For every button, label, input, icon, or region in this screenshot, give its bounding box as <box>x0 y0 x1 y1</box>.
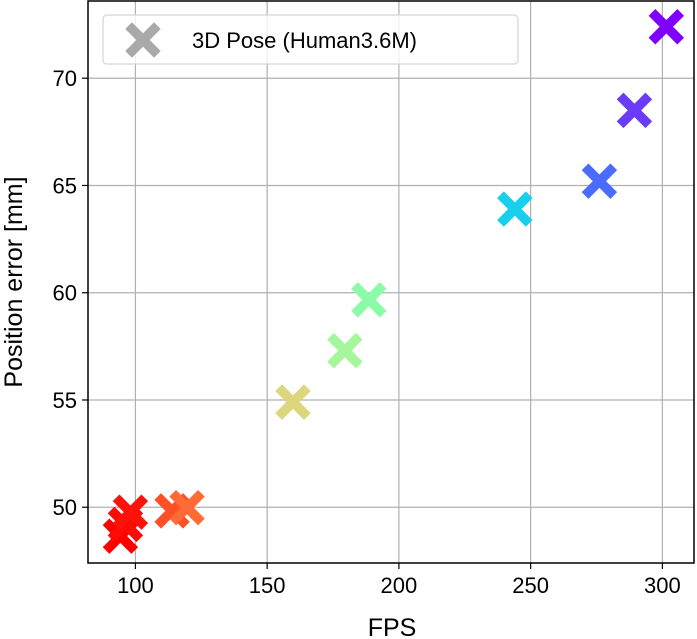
y-axis-label: Position error [mm] <box>0 176 28 387</box>
legend-label: 3D Pose (Human3.6M) <box>192 28 417 53</box>
x-axis-label: FPS <box>368 614 417 639</box>
y-tick-label: 55 <box>53 388 77 413</box>
data-point <box>351 282 387 318</box>
x-tick-label: 100 <box>117 573 154 598</box>
y-tick-label: 50 <box>53 495 77 520</box>
plot-frame <box>87 0 695 564</box>
x-tick-label: 250 <box>512 573 549 598</box>
data-point <box>616 92 653 129</box>
y-tick-label: 70 <box>53 66 77 91</box>
data-point <box>581 163 618 199</box>
grid <box>88 1 694 563</box>
legend-marker <box>125 22 161 58</box>
data-point <box>648 9 685 45</box>
data-point <box>327 332 363 369</box>
legend-box <box>102 14 519 65</box>
data-point <box>169 489 205 526</box>
data-point <box>112 494 149 530</box>
y-tick-label: 65 <box>53 173 77 198</box>
data-point <box>497 191 533 227</box>
data-point <box>275 384 311 420</box>
legend: 3D Pose (Human3.6M) <box>102 14 519 65</box>
points <box>102 9 685 554</box>
ticks: 100 150 200 250 300 50 55 60 65 70 <box>53 66 681 598</box>
x-tick-label: 150 <box>249 573 286 598</box>
legend-marker-x-icon <box>125 22 161 58</box>
x-tick-label: 200 <box>381 573 418 598</box>
y-tick-label: 60 <box>53 281 77 306</box>
x-tick-label: 300 <box>644 573 681 598</box>
